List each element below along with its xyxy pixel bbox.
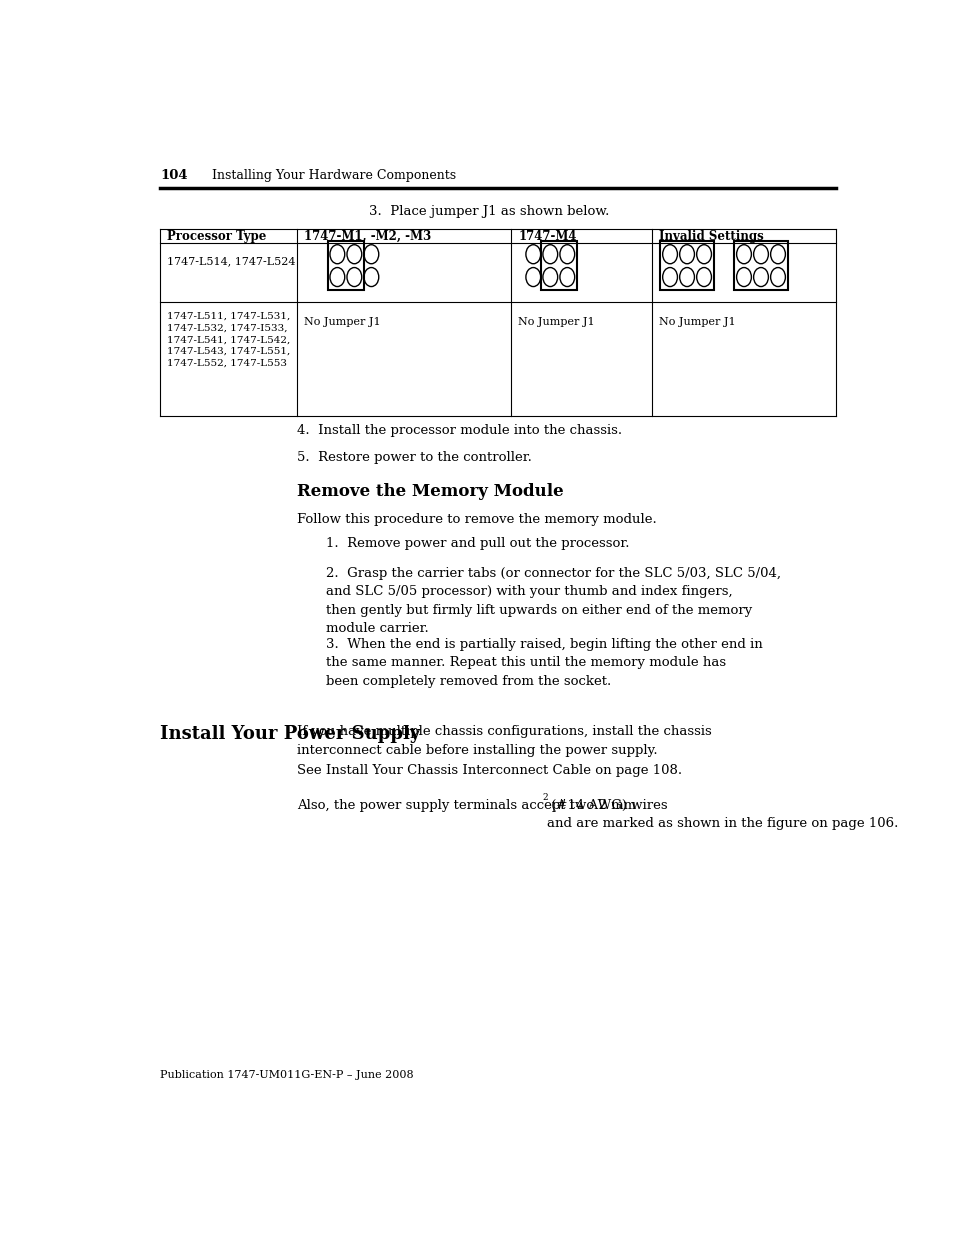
- Text: 2: 2: [541, 793, 547, 802]
- Bar: [328, 241, 364, 290]
- Bar: [659, 241, 713, 290]
- Text: 1747-L511, 1747-L531,
1747-L532, 1747-I533,
1747-L541, 1747-L542,
1747-L543, 174: 1747-L511, 1747-L531, 1747-L532, 1747-I5…: [167, 311, 291, 368]
- Text: Invalid Settings: Invalid Settings: [659, 230, 763, 242]
- Text: No Jumper J1: No Jumper J1: [659, 316, 735, 326]
- Text: 104: 104: [160, 169, 188, 183]
- Text: If you have multiple chassis configurations, install the chassis
interconnect ca: If you have multiple chassis configurati…: [296, 725, 711, 757]
- Bar: [734, 241, 787, 290]
- Bar: [540, 241, 577, 290]
- Text: 4.  Install the processor module into the chassis.: 4. Install the processor module into the…: [296, 424, 621, 437]
- Text: 1.  Remove power and pull out the processor.: 1. Remove power and pull out the process…: [326, 537, 629, 550]
- Text: No Jumper J1: No Jumper J1: [518, 316, 595, 326]
- Text: Processor Type: Processor Type: [167, 230, 267, 242]
- Text: No Jumper J1: No Jumper J1: [304, 316, 380, 326]
- Text: Follow this procedure to remove the memory module.: Follow this procedure to remove the memo…: [296, 514, 656, 526]
- Text: See Install Your Chassis Interconnect Cable on page 108.: See Install Your Chassis Interconnect Ca…: [296, 764, 681, 777]
- Text: 3.  Place jumper J1 as shown below.: 3. Place jumper J1 as shown below.: [369, 205, 608, 219]
- Text: Remove the Memory Module: Remove the Memory Module: [296, 483, 562, 500]
- Text: Install Your Power Supply: Install Your Power Supply: [160, 725, 420, 743]
- Text: Also, the power supply terminals accept two 2 mm: Also, the power supply terminals accept …: [296, 799, 635, 811]
- Text: Publication 1747-UM011G-EN-P – June 2008: Publication 1747-UM011G-EN-P – June 2008: [160, 1071, 413, 1081]
- Text: Installing Your Hardware Components: Installing Your Hardware Components: [212, 169, 456, 183]
- Text: 1747-L514, 1747-L524: 1747-L514, 1747-L524: [167, 256, 295, 266]
- Text: 3.  When the end is partially raised, begin lifting the other end in
the same ma: 3. When the end is partially raised, beg…: [326, 638, 762, 688]
- Text: (#14 AWG) wires
and are marked as shown in the figure on page 106.: (#14 AWG) wires and are marked as shown …: [546, 799, 897, 830]
- Text: 2.  Grasp the carrier tabs (or connector for the SLC 5/03, SLC 5/04,
and SLC 5/0: 2. Grasp the carrier tabs (or connector …: [326, 567, 781, 635]
- Text: 5.  Restore power to the controller.: 5. Restore power to the controller.: [296, 451, 531, 463]
- Text: 1747-M4: 1747-M4: [518, 230, 577, 242]
- Text: 1747-M1, -M2, -M3: 1747-M1, -M2, -M3: [304, 230, 431, 242]
